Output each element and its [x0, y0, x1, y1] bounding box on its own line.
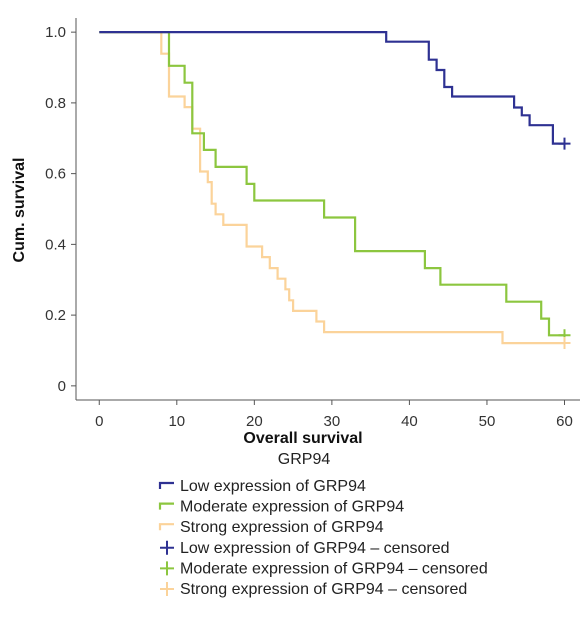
- x-tick-label: 10: [168, 413, 185, 430]
- legend: Low expression of GRP94 Moderate expressi…: [158, 478, 488, 598]
- legend-item: Strong expression of GRP94 – censored: [160, 581, 467, 598]
- chart-axes: [75, 18, 580, 401]
- series-line-low: [99, 31, 565, 145]
- censor-marker-strong: [558, 337, 571, 350]
- series-layer: [99, 31, 565, 345]
- legend-label: Low expression of GRP94: [180, 478, 366, 495]
- x-tick-label: 40: [401, 413, 418, 430]
- series-line-strong: [99, 31, 565, 345]
- y-tick-label: 0.2: [45, 307, 66, 324]
- x-axis-title: Overall survival: [243, 430, 362, 447]
- legend-item: Moderate expression of GRP94: [158, 499, 404, 516]
- legend-item: Low expression of GRP94: [158, 478, 366, 495]
- legend-item: Low expression of GRP94 – censored: [160, 540, 449, 557]
- legend-item: Moderate expression of GRP94 – censored: [160, 560, 488, 577]
- legend-swatch: [160, 540, 174, 555]
- x-tick-label: 20: [246, 413, 263, 430]
- y-tick-label: 1.0: [45, 24, 66, 41]
- y-tick-label: 0.6: [45, 166, 66, 183]
- x-tick-label: 50: [479, 413, 496, 430]
- legend-swatch: [158, 502, 174, 510]
- legend-swatch: [158, 523, 174, 531]
- legend-swatch: [160, 582, 174, 596]
- x-tick-label: 30: [324, 413, 341, 430]
- y-tick-label: 0: [58, 378, 66, 395]
- legend-swatch: [158, 481, 174, 489]
- legend-label: Strong expression of GRP94: [180, 519, 384, 536]
- y-axis-title: Cum. survival: [11, 158, 28, 263]
- x-tick-label: 60: [556, 413, 573, 430]
- censor-marker-low: [558, 137, 571, 150]
- y-tick-label: 0.4: [45, 236, 66, 253]
- legend-title: GRP94: [278, 451, 331, 468]
- y-tick-label: 0.8: [45, 95, 66, 112]
- series-line-moderate: [99, 31, 565, 337]
- legend-swatch: [160, 561, 174, 576]
- legend-label: Low expression of GRP94 – censored: [180, 540, 449, 557]
- legend-label: Strong expression of GRP94 – censored: [180, 581, 467, 598]
- legend-label: Moderate expression of GRP94: [180, 499, 404, 516]
- x-ticks: 0 10 20 30 40 50 60: [95, 400, 573, 430]
- legend-item: Strong expression of GRP94: [158, 519, 384, 536]
- y-ticks: 0 0.2 0.4 0.6 0.8 1.0: [45, 24, 76, 395]
- legend-label: Moderate expression of GRP94 – censored: [180, 560, 488, 577]
- x-tick-label: 0: [95, 413, 103, 430]
- censor-layer: [558, 137, 571, 350]
